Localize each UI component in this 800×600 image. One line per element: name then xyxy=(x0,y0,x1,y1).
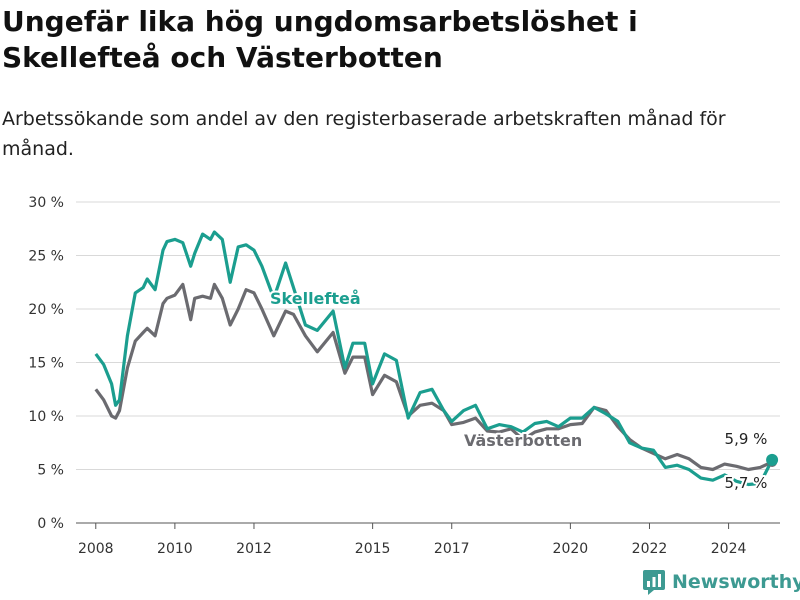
y-tick-label: 20 % xyxy=(28,302,64,318)
x-tick-label: 2015 xyxy=(355,541,391,557)
x-axis-ticks: 2008 2010 2012 2015 2017 2020 2022 2024 xyxy=(78,523,747,557)
y-tick-label: 0 % xyxy=(37,516,64,532)
annotation-vasterbotten: Västerbotten xyxy=(464,431,582,450)
end-label-skelleftea: 5,9 % xyxy=(725,430,768,448)
x-tick-label: 2008 xyxy=(78,541,114,557)
chart-title: Ungefär lika hög ungdomsarbetslöshet i S… xyxy=(2,5,638,74)
y-tick-label: 25 % xyxy=(28,249,64,265)
chart-annotations: 5,9 % 5,7 % Skellefteå Västerbotten xyxy=(268,287,779,494)
newsworthy-logo-icon xyxy=(643,570,665,595)
series-lines xyxy=(94,230,774,487)
x-tick-label: 2022 xyxy=(632,541,668,557)
x-tick-label: 2012 xyxy=(236,541,272,557)
brand-name: Newsworthy xyxy=(672,571,800,593)
end-point-skelleftea xyxy=(766,453,779,466)
x-tick-label: 2024 xyxy=(711,541,747,557)
annotation-skelleftea: Skellefteå xyxy=(270,289,361,308)
x-tick-label: 2017 xyxy=(434,541,470,557)
y-tick-label: 10 % xyxy=(28,409,64,425)
x-tick-label: 2020 xyxy=(553,541,589,557)
y-tick-label: 30 % xyxy=(28,195,64,211)
y-tick-label: 5 % xyxy=(37,463,64,479)
series-line-vasterbotten xyxy=(94,282,773,472)
end-label-vasterbotten: 5,7 % xyxy=(725,474,768,492)
newsworthy-brand: Newsworthy xyxy=(642,566,800,598)
series-line-skelleftea xyxy=(94,230,774,487)
x-tick-label: 2010 xyxy=(157,541,193,557)
y-tick-label: 15 % xyxy=(28,356,64,372)
chart-subtitle: Arbetssökande som andel av den registerb… xyxy=(2,108,726,160)
y-axis-ticks: 0 % 5 % 10 % 15 % 20 % 25 % 30 % xyxy=(28,195,64,532)
grid-lines xyxy=(76,201,780,524)
